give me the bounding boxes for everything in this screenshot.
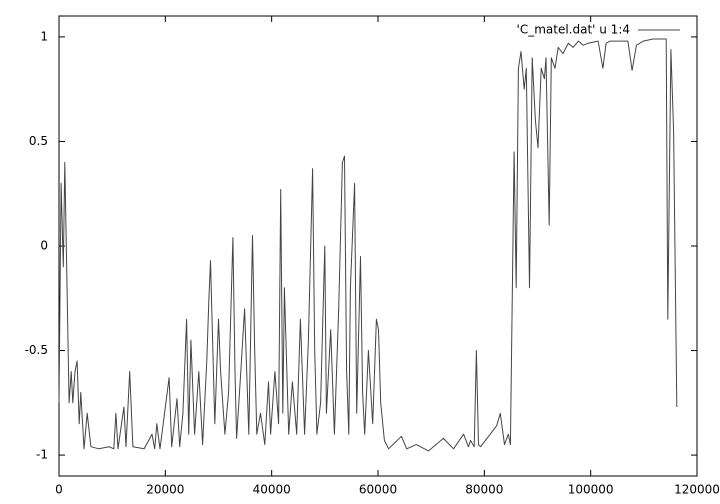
y-tick-label: 0.5	[29, 134, 48, 148]
x-tick-label: 100000	[568, 483, 614, 497]
x-tick-label: 120000	[674, 483, 720, 497]
data-line	[58, 38, 678, 452]
plot-frame	[58, 15, 698, 477]
x-tick-label: 0	[55, 483, 63, 497]
y-tick-label: 0	[40, 239, 48, 253]
y-tick-label: -1	[36, 448, 48, 462]
y-tick-label: -0.5	[25, 343, 48, 357]
y-tick-label: 1	[40, 29, 48, 43]
x-tick-label: 60000	[359, 483, 397, 497]
x-tick-label: 20000	[146, 483, 184, 497]
x-tick-label: 80000	[465, 483, 503, 497]
x-tick-label: 40000	[253, 483, 291, 497]
legend-label: 'C_matel.dat' u 1:4	[517, 23, 630, 37]
